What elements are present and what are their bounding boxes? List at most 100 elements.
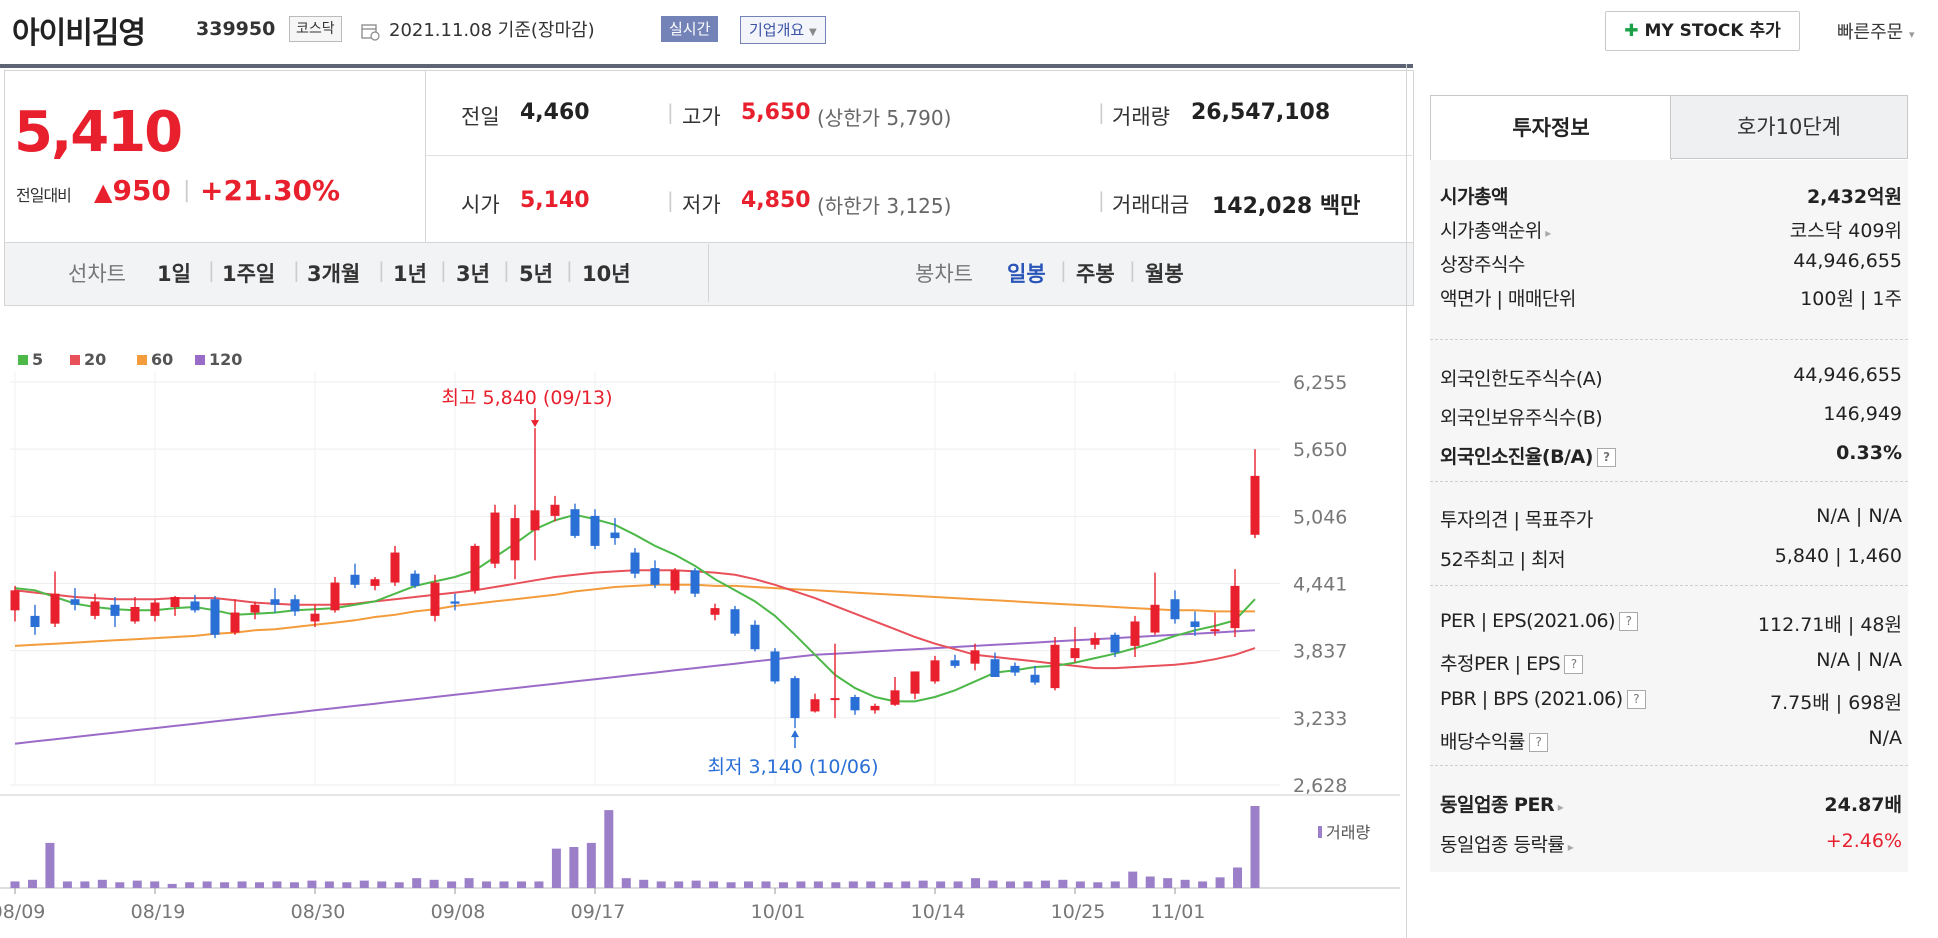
candle-body[interactable]	[610, 532, 620, 539]
quick-order-button[interactable]: 빠른주문 ▾	[1837, 18, 1915, 44]
candle-body[interactable]	[10, 590, 20, 611]
candle-monthly[interactable]: 월봉	[1145, 262, 1184, 286]
x-tick-label: 09/17	[571, 901, 626, 923]
candle-body[interactable]	[350, 574, 360, 585]
candle-body[interactable]	[1030, 674, 1040, 683]
candle-body[interactable]	[230, 612, 240, 633]
period-3y[interactable]: 3년	[456, 262, 490, 286]
candle-body[interactable]	[970, 650, 980, 664]
candle-body[interactable]	[1250, 475, 1260, 535]
info-value: 0.33%	[1836, 442, 1902, 464]
candle-body[interactable]	[650, 568, 660, 585]
info-label[interactable]: 동일업종 PER ▸	[1440, 790, 1564, 817]
candle-body[interactable]	[770, 651, 780, 682]
candle-body[interactable]	[250, 604, 260, 613]
candle-body[interactable]	[570, 509, 580, 536]
candle-body[interactable]	[950, 660, 960, 666]
candle-weekly[interactable]: 주봉	[1076, 262, 1115, 286]
candle-body[interactable]	[1070, 648, 1080, 659]
candle-body[interactable]	[290, 599, 300, 612]
period-1y[interactable]: 1년	[393, 262, 427, 286]
info-label[interactable]: 동일업종 등락률 ▸	[1440, 830, 1574, 857]
volume-bar	[883, 882, 893, 888]
candle-body[interactable]	[1010, 665, 1020, 673]
info-label-text: 액면가 | 매매단위	[1440, 288, 1576, 310]
my-stock-add-button[interactable]: ✚ MY STOCK 추가	[1605, 11, 1800, 51]
separator: |	[1129, 258, 1136, 282]
info-label[interactable]: 시가총액순위 ▸	[1440, 216, 1551, 243]
candle-body[interactable]	[1150, 604, 1160, 633]
volume-bar	[1180, 879, 1190, 888]
candle-body[interactable]	[890, 690, 900, 705]
candle-body[interactable]	[1170, 599, 1180, 620]
candle-body[interactable]	[730, 609, 740, 634]
candle-body[interactable]	[710, 608, 720, 615]
candle-body[interactable]	[310, 613, 320, 622]
candle-body[interactable]	[630, 552, 640, 574]
candle-body[interactable]	[50, 593, 60, 624]
info-label: 추정PER | EPS?	[1440, 649, 1584, 676]
candle-body[interactable]	[870, 705, 880, 711]
chevron-down-icon: ▾	[1908, 28, 1915, 41]
candle-body[interactable]	[410, 573, 420, 586]
candle-body[interactable]	[210, 599, 220, 635]
candle-body[interactable]	[330, 582, 340, 611]
candle-body[interactable]	[810, 699, 820, 712]
candle-body[interactable]	[430, 582, 440, 616]
candle-body[interactable]	[1130, 621, 1140, 646]
help-icon[interactable]: ?	[1528, 733, 1548, 752]
help-icon[interactable]: ?	[1626, 690, 1646, 709]
candle-body[interactable]	[590, 515, 600, 546]
candle-body[interactable]	[1210, 629, 1220, 632]
candle-body[interactable]	[1090, 638, 1100, 645]
candle-body[interactable]	[130, 607, 140, 622]
candle-body[interactable]	[670, 570, 680, 591]
candle-body[interactable]	[550, 504, 560, 516]
company-overview-button[interactable]: 기업개요 ▼	[740, 16, 826, 44]
candle-body[interactable]	[70, 599, 80, 605]
candle-body[interactable]	[1190, 621, 1200, 627]
candle-body[interactable]	[150, 602, 160, 616]
candle-body[interactable]	[850, 697, 860, 711]
candle-body[interactable]	[530, 510, 540, 531]
candle-body[interactable]	[1110, 634, 1120, 653]
candle-body[interactable]	[690, 570, 700, 594]
separator: |	[293, 258, 300, 282]
help-icon[interactable]: ?	[1564, 655, 1584, 674]
period-1d[interactable]: 1일	[157, 262, 191, 286]
candle-body[interactable]	[930, 660, 940, 682]
candle-daily[interactable]: 일봉	[1007, 262, 1046, 286]
realtime-button[interactable]: 실시간	[661, 16, 719, 42]
help-icon[interactable]: ?	[1619, 612, 1639, 631]
candle-body[interactable]	[510, 518, 520, 561]
candle-body[interactable]	[190, 601, 200, 611]
period-5y[interactable]: 5년	[519, 262, 553, 286]
candle-body[interactable]	[370, 579, 380, 586]
candle-body[interactable]	[90, 601, 100, 616]
candle-body[interactable]	[750, 624, 760, 650]
candle-body[interactable]	[450, 601, 460, 604]
candle-body[interactable]	[830, 698, 840, 701]
candle-body[interactable]	[1050, 644, 1060, 689]
candle-body[interactable]	[170, 597, 180, 607]
help-icon[interactable]: ?	[1596, 448, 1616, 467]
tab-hoga-10[interactable]: 호가10단계	[1670, 95, 1908, 159]
stock-chart[interactable]: 5 20 60 120 6,255 5,650 5,046 4,441 3,837 3,233 2,…	[0, 340, 1400, 938]
candle-body[interactable]	[790, 678, 800, 719]
candle-body[interactable]	[390, 552, 400, 583]
candle-body[interactable]	[270, 599, 280, 605]
period-1w[interactable]: 1주일	[222, 262, 276, 286]
info-label-text: PBR | BPS (2021.06)	[1440, 688, 1623, 710]
period-10y[interactable]: 10년	[582, 262, 631, 286]
candle-body[interactable]	[110, 604, 120, 616]
candle-body[interactable]	[490, 512, 500, 564]
candle-body[interactable]	[990, 659, 1000, 677]
calendar-icon[interactable]	[360, 21, 380, 41]
change-value: ▲950	[94, 174, 171, 207]
candle-body[interactable]	[30, 615, 40, 627]
candle-body[interactable]	[1230, 585, 1240, 629]
period-3m[interactable]: 3개월	[307, 262, 361, 286]
candle-body[interactable]	[910, 671, 920, 694]
candle-body[interactable]	[470, 545, 480, 591]
tab-invest-info[interactable]: 투자정보	[1430, 95, 1672, 160]
